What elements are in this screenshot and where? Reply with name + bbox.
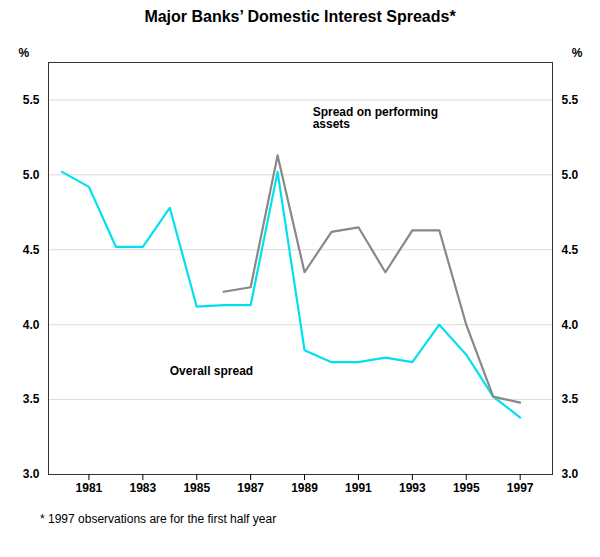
svg-text:5.0: 5.0 xyxy=(23,168,40,182)
svg-text:1981: 1981 xyxy=(76,481,103,495)
svg-text:Overall spread: Overall spread xyxy=(170,364,253,378)
svg-text:%: % xyxy=(19,46,30,60)
svg-text:3.0: 3.0 xyxy=(23,467,40,481)
svg-text:5.5: 5.5 xyxy=(562,93,579,107)
svg-text:1997: 1997 xyxy=(507,481,534,495)
svg-text:4.0: 4.0 xyxy=(23,318,40,332)
svg-text:1995: 1995 xyxy=(453,481,480,495)
svg-text:1985: 1985 xyxy=(183,481,210,495)
svg-text:4.5: 4.5 xyxy=(562,243,579,257)
svg-text:1991: 1991 xyxy=(345,481,372,495)
svg-text:3.0: 3.0 xyxy=(562,467,579,481)
svg-text:3.5: 3.5 xyxy=(23,392,40,406)
html-text:* 1997 observations are for th: * 1997 observations are for the first ha… xyxy=(40,512,277,526)
svg-text:1983: 1983 xyxy=(129,481,156,495)
svg-text:4.5: 4.5 xyxy=(23,243,40,257)
html-text:Major Banks’ Domestic Interest: Major Banks’ Domestic Interest Spreads* xyxy=(144,8,456,25)
svg-text:3.5: 3.5 xyxy=(562,392,579,406)
svg-text:5.5: 5.5 xyxy=(23,93,40,107)
svg-text:Spread on performingassets: Spread on performingassets xyxy=(313,105,438,131)
svg-text:5.0: 5.0 xyxy=(562,168,579,182)
svg-text:1987: 1987 xyxy=(237,481,264,495)
svg-text:%: % xyxy=(572,46,583,60)
svg-text:4.0: 4.0 xyxy=(562,318,579,332)
svg-text:1989: 1989 xyxy=(291,481,318,495)
svg-text:1993: 1993 xyxy=(399,481,426,495)
